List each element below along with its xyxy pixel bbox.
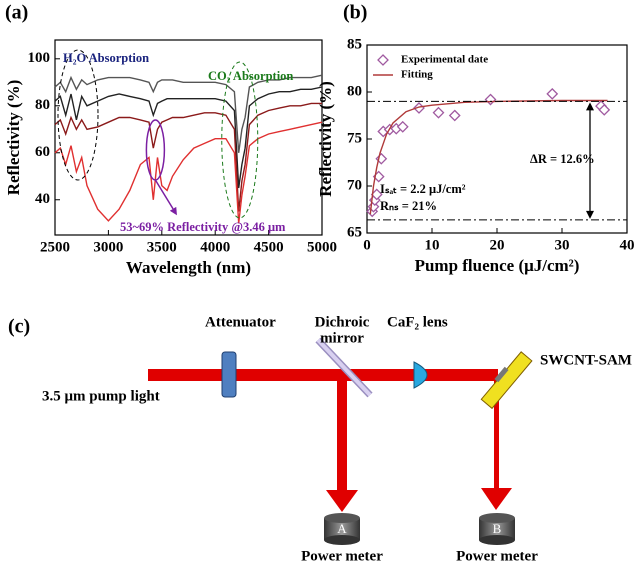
meter-id: A: [337, 521, 347, 536]
legend-label: Experimental date: [401, 54, 488, 66]
y-axis-title: Reflectivity (%): [316, 81, 335, 197]
power-meter: [324, 513, 360, 545]
x-tick-label: 30: [555, 237, 570, 253]
x-tick-label: 3500: [147, 239, 177, 255]
x-tick-label: 2500: [40, 239, 70, 255]
diagram: (c) Attenuator Dichroic mirror CaF₂ lens…: [8, 314, 632, 564]
x-tick-label: 3000: [93, 239, 123, 255]
highlight: [221, 61, 259, 219]
annotation: Iₛₐₜ = 2.2 μJ/cm²: [380, 182, 466, 196]
y-tick-label: 80: [35, 97, 50, 113]
sam: [480, 351, 533, 410]
x-axis-title: Wavelength (nm): [126, 258, 251, 277]
label: Dichroic: [315, 314, 370, 330]
label: Attenuator: [205, 314, 276, 330]
annotation: CO₂ Absorption: [208, 69, 293, 83]
dichroic-mirror: [316, 338, 372, 397]
spectrum-line: [54, 102, 322, 212]
y-tick-label: 100: [28, 50, 51, 66]
label: Power meter: [456, 548, 538, 564]
data-point: [448, 109, 461, 122]
y-tick-label: 85: [347, 36, 362, 52]
highlight: [57, 49, 99, 181]
highlight: [145, 119, 166, 181]
data-point: [598, 103, 611, 116]
label: Power meter: [301, 548, 383, 564]
annotation: H₂O Absorption: [63, 51, 149, 65]
arrow-head: [586, 102, 594, 111]
annotation: ΔR = 12.6%: [530, 152, 595, 166]
x-tick-label: 20: [490, 237, 505, 253]
panel-label: (a): [5, 2, 28, 24]
y-tick-label: 65: [347, 224, 362, 240]
plot-frame: [54, 39, 323, 236]
annotation: 53~69% Reflectivity @3.46 μm: [120, 220, 286, 234]
x-tick-label: 0: [363, 237, 371, 253]
spectrum-line: [54, 121, 323, 224]
beam: [337, 381, 347, 491]
spectrum-line: [54, 86, 323, 189]
data-point: [546, 87, 559, 100]
x-axis-title: Pump fluence (μJ/cm²): [415, 256, 580, 275]
x-tick-label: 5000: [307, 239, 337, 255]
legend-marker: [377, 54, 389, 66]
label: mirror: [320, 330, 364, 346]
y-tick-label: 75: [347, 130, 362, 146]
label: CaF₂ lens: [387, 314, 448, 330]
meter-id: B: [493, 521, 502, 536]
spectrum-line: [54, 74, 323, 153]
data-point: [484, 93, 497, 106]
y-tick-label: 70: [347, 177, 362, 193]
label: SWCNT-SAM: [540, 352, 632, 368]
x-tick-label: 4500: [254, 239, 284, 255]
annotation: Rₙₛ = 21%: [380, 199, 437, 213]
power-meter: [479, 513, 515, 545]
legend-label: Fitting: [401, 69, 433, 81]
y-tick-label: 60: [35, 144, 50, 160]
y-tick-label: 40: [35, 191, 50, 207]
x-tick-label: 40: [620, 237, 635, 253]
lens: [413, 361, 428, 389]
label: 3.5 μm pump light: [42, 388, 160, 404]
arrow: [326, 490, 358, 512]
panel-label: (b): [343, 2, 367, 24]
x-tick-label: 4000: [200, 239, 230, 255]
y-tick-label: 80: [347, 83, 362, 99]
arrow: [481, 488, 512, 510]
arrow-head: [586, 210, 594, 219]
x-tick-label: 10: [425, 237, 440, 253]
data-point: [396, 120, 409, 133]
arrow: [154, 179, 177, 216]
y-axis-title: Reflectivity (%): [4, 80, 23, 196]
data-point: [432, 106, 445, 119]
attenuator: [221, 351, 237, 398]
focused-beam: [432, 369, 496, 381]
panel-label: (c): [8, 316, 30, 338]
